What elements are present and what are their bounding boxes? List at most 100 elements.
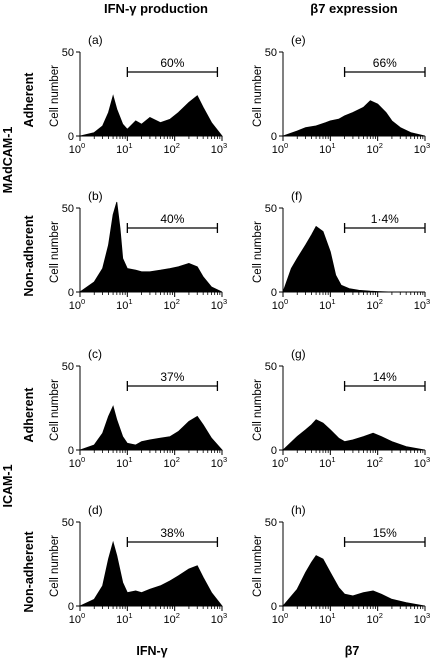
histogram-area [282, 100, 426, 137]
gate-percentage-label: 38% [160, 526, 184, 540]
x-tick-label: 103 [211, 297, 227, 312]
y-tick-label: 50 [62, 203, 74, 215]
panel-c: (c) Cell number 0 50 100 101 102 103 37% [49, 347, 227, 470]
x-tick-label: 103 [211, 611, 227, 626]
x-tick-label: 103 [414, 455, 430, 470]
x-tick-label: 100 [272, 141, 288, 156]
panel-e: (e) Cell number 0 50 100 101 102 103 66% [252, 33, 430, 156]
gate-percentage-label: 60% [160, 56, 184, 70]
x-axis-label-b7: β7 [345, 644, 360, 658]
y-tick-label: 0 [271, 287, 277, 299]
x-tick-label: 102 [163, 141, 179, 156]
y-axis-label: Cell number [49, 535, 61, 597]
panel-letter: (f) [291, 189, 302, 203]
x-axis-label-ifn: IFN-γ [136, 644, 167, 658]
panel-letter: (c) [88, 347, 102, 361]
gate-percentage-label: 1·4% [371, 212, 399, 226]
x-tick-label: 100 [272, 297, 288, 312]
x-tick-label: 100 [69, 141, 85, 156]
x-tick-label: 102 [163, 455, 179, 470]
y-tick-label: 0 [68, 287, 74, 299]
y-axis-label: Cell number [49, 221, 61, 283]
x-tick-label: 102 [366, 455, 382, 470]
panel-g: (g) Cell number 0 50 100 101 102 103 14% [252, 347, 430, 470]
y-tick-label: 50 [265, 361, 277, 373]
panel-b: (b) Cell number 0 50 100 101 102 103 40% [49, 189, 227, 312]
panel-letter: (e) [291, 33, 306, 47]
x-tick-label: 101 [116, 141, 132, 156]
panel-letter: (h) [291, 503, 306, 517]
gate-percentage-label: 37% [160, 370, 184, 384]
panel-letter: (b) [88, 189, 103, 203]
x-tick-label: 101 [319, 455, 335, 470]
histogram-area [79, 540, 223, 607]
y-axis-label: Cell number [49, 65, 61, 127]
y-tick-label: 50 [265, 47, 277, 59]
row-label-4: Non-adherent [22, 531, 36, 613]
x-tick-label: 100 [69, 455, 85, 470]
x-tick-label: 102 [163, 297, 179, 312]
histogram-area [79, 405, 223, 451]
y-axis-label: Cell number [49, 379, 61, 441]
gate-percentage-label: 66% [373, 56, 397, 70]
group-label-madcam: MAdCAM-1 [1, 127, 15, 194]
x-tick-label: 103 [414, 297, 430, 312]
x-tick-label: 103 [414, 611, 430, 626]
y-tick-label: 50 [62, 517, 74, 529]
x-tick-label: 101 [116, 455, 132, 470]
x-tick-label: 102 [366, 141, 382, 156]
panel-f: (f) Cell number 0 50 100 101 102 103 1·4% [252, 189, 430, 312]
y-tick-label: 50 [62, 47, 74, 59]
row-label-3: Adherent [22, 387, 36, 443]
y-axis-label: Cell number [252, 65, 264, 127]
column-title-ifn: IFN-γ production [104, 1, 208, 16]
y-tick-label: 0 [271, 445, 277, 457]
x-tick-label: 101 [116, 297, 132, 312]
panel-letter: (d) [88, 503, 103, 517]
panel-letter: (a) [88, 33, 103, 47]
panel-d: (d) Cell number 0 50 100 101 102 103 38% [49, 503, 227, 626]
histogram-panels: (a) Cell number 0 50 100 101 102 103 60% (b) Cell … [49, 33, 430, 626]
y-tick-label: 50 [265, 203, 277, 215]
x-tick-label: 103 [211, 455, 227, 470]
y-axis-label: Cell number [252, 221, 264, 283]
x-tick-label: 100 [272, 611, 288, 626]
y-tick-label: 0 [271, 601, 277, 613]
row-label-2: Non-adherent [22, 215, 36, 297]
gate-percentage-label: 14% [373, 370, 397, 384]
y-tick-label: 0 [271, 131, 277, 143]
panel-a: (a) Cell number 0 50 100 101 102 103 60% [49, 33, 227, 156]
y-tick-label: 50 [62, 361, 74, 373]
y-axis-label: Cell number [252, 379, 264, 441]
x-tick-label: 101 [319, 141, 335, 156]
x-tick-label: 102 [163, 611, 179, 626]
row-label-1: Adherent [22, 72, 36, 128]
gate-percentage-label: 15% [373, 526, 397, 540]
group-label-icam: ICAM-1 [1, 464, 15, 507]
x-tick-label: 101 [319, 611, 335, 626]
y-tick-label: 0 [68, 445, 74, 457]
y-tick-label: 0 [68, 131, 74, 143]
y-axis-label: Cell number [252, 535, 264, 597]
gate-percentage-label: 40% [160, 212, 184, 226]
histogram-area [78, 201, 223, 293]
y-tick-label: 0 [68, 601, 74, 613]
panel-h: (h) Cell number 0 50 100 101 102 103 15% [252, 503, 430, 626]
x-tick-label: 100 [69, 297, 85, 312]
x-tick-label: 103 [414, 141, 430, 156]
histogram-area [282, 555, 426, 607]
histogram-area [281, 419, 426, 451]
panel-letter: (g) [291, 347, 306, 361]
x-tick-label: 102 [366, 611, 382, 626]
x-tick-label: 101 [319, 297, 335, 312]
x-tick-label: 102 [366, 297, 382, 312]
histogram-area [79, 94, 223, 137]
x-tick-label: 100 [272, 455, 288, 470]
x-tick-label: 101 [116, 611, 132, 626]
column-title-b7: β7 expression [310, 1, 397, 16]
y-tick-label: 50 [265, 517, 277, 529]
x-tick-label: 103 [211, 141, 227, 156]
histogram-area [282, 225, 425, 293]
x-tick-label: 100 [69, 611, 85, 626]
